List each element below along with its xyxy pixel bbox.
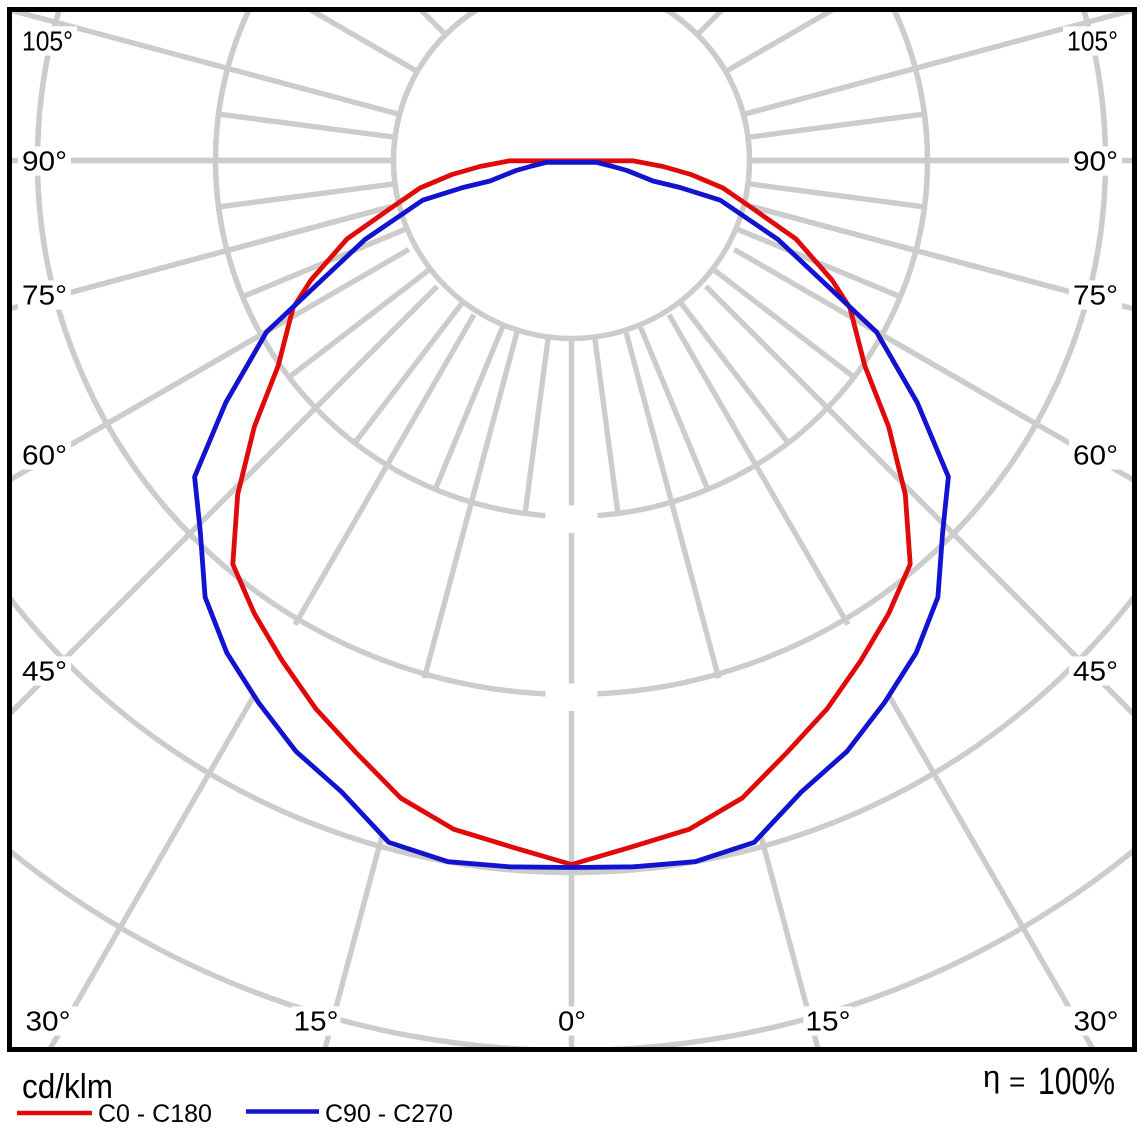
svg-text:90°: 90° [1073,146,1118,177]
svg-text:30°: 30° [1074,1006,1119,1037]
svg-text:30°: 30° [26,1006,71,1037]
svg-text:η: η [983,1059,1000,1094]
svg-text:105°: 105° [22,26,73,57]
svg-text:100%: 100% [1038,1061,1115,1103]
svg-text:cd/klm: cd/klm [22,1068,113,1106]
svg-text:45°: 45° [22,656,67,687]
svg-text:0°: 0° [558,1006,586,1037]
svg-text:75°: 75° [22,280,67,311]
svg-text:60°: 60° [22,440,67,471]
svg-text:C90 - C270: C90 - C270 [325,1100,453,1128]
svg-text:105°: 105° [1067,26,1118,57]
svg-text:90°: 90° [22,146,67,177]
svg-text:15°: 15° [294,1006,339,1037]
svg-text:45°: 45° [1073,656,1118,687]
svg-text:75°: 75° [1073,280,1118,311]
svg-text:15°: 15° [806,1006,851,1037]
svg-text:=: = [1009,1066,1025,1097]
svg-text:60°: 60° [1073,440,1118,471]
svg-text:C0 - C180: C0 - C180 [98,1100,212,1128]
